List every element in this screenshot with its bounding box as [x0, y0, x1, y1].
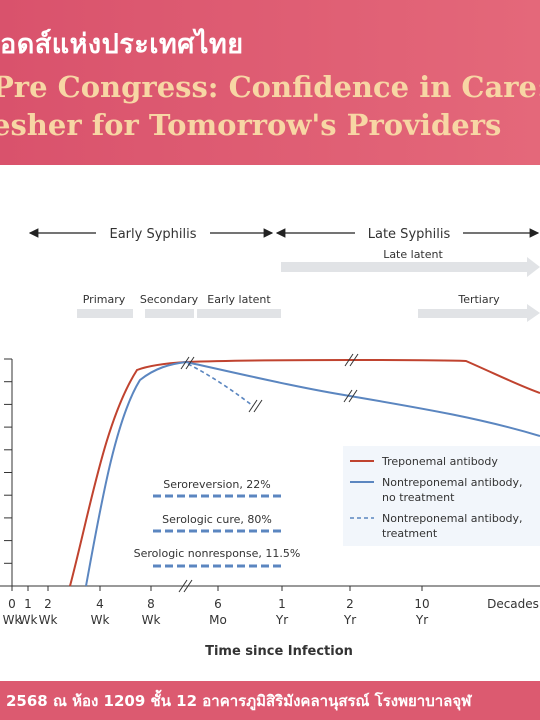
x-tick-label: 2 — [44, 597, 52, 611]
x-tick-unit-label: Wk — [142, 613, 161, 627]
x-tick-unit-label: Mo — [209, 613, 227, 627]
banner-title: อดส์แห่งประเทศไทย — [0, 29, 244, 60]
x-tick-unit-label: Yr — [343, 613, 356, 627]
x-axis-title: Time since Infection — [205, 644, 353, 659]
stage-header: Early Syphilis Late Syphilis — [28, 227, 540, 242]
header-banner: อดส์แห่งประเทศไทย Pre Congress: Confiden… — [0, 0, 540, 165]
footer-banner: 2568 ณ ห้อง 1209 ชั้น 12 อาคารภูมิสิริมั… — [0, 681, 540, 720]
x-tick-unit-label: Wk — [91, 613, 110, 627]
primary-label: Primary — [83, 293, 126, 306]
primary-bar — [77, 309, 133, 318]
stage-bars: Late latent Primary Secondary Early late… — [77, 248, 540, 322]
curve-break-marks — [180, 353, 359, 413]
annotation-serologic-cure: Serologic cure, 80% — [162, 513, 272, 526]
legend-label-nontreponemal-no-treatment-2: no treatment — [382, 491, 455, 504]
legend-label-nontreponemal-treatment-1: Nontreponemal antibody, — [382, 512, 523, 525]
series-nontreponemal-no-treatment — [85, 360, 540, 587]
early-syphilis-label: Early Syphilis — [109, 227, 196, 242]
secondary-label: Secondary — [140, 293, 199, 306]
chart-legend: Treponemal antibody Nontreponemal antibo… — [350, 455, 523, 540]
tertiary-arrowhead — [527, 304, 540, 322]
banner-subtitle-line-1: Pre Congress: Confidence in Care: — [0, 70, 540, 104]
y-axis-ticks — [4, 358, 12, 564]
late-latent-arrowhead — [527, 257, 540, 277]
legend-label-nontreponemal-treatment-2: treatment — [382, 527, 438, 540]
legend-label-nontreponemal-no-treatment-1: Nontreponemal antibody, — [382, 476, 523, 489]
late-syphilis-label: Late Syphilis — [368, 227, 451, 242]
x-tick-label: 1 — [24, 597, 32, 611]
legend-label-treponemal: Treponemal antibody — [381, 455, 498, 468]
x-axis-break — [178, 579, 193, 593]
tertiary-bar — [418, 309, 529, 318]
late-latent-label: Late latent — [383, 248, 443, 261]
x-tick-label: 0 — [8, 597, 16, 611]
tertiary-label: Tertiary — [457, 293, 500, 306]
early-latent-label: Early latent — [207, 293, 271, 306]
x-tick-unit-label: Wk — [3, 613, 22, 627]
x-tick-unit-label: Yr — [415, 613, 428, 627]
x-tick-unit-label: Yr — [275, 613, 288, 627]
x-tick-label: Decades — [487, 597, 539, 611]
x-tick-label: 6 — [214, 597, 222, 611]
x-tick-unit-label: Wk — [39, 613, 58, 627]
x-tick-label: 8 — [147, 597, 155, 611]
x-tick-label: 4 — [96, 597, 104, 611]
x-tick-label: 1 — [278, 597, 286, 611]
early-latent-bar — [197, 309, 281, 318]
x-tick-unit-label: Wk — [19, 613, 38, 627]
serology-annotations: Seroreversion, 22% Serologic cure, 80% S… — [134, 478, 301, 568]
banner-subtitle-line-2: esher for Tomorrow's Providers — [0, 108, 502, 142]
x-tick-label: 10 — [414, 597, 429, 611]
x-tick-label: 2 — [346, 597, 354, 611]
annotation-serologic-nonresponse: Serologic nonresponse, 11.5% — [134, 547, 301, 560]
series-treponemal-antibody — [69, 359, 540, 587]
late-latent-bar — [281, 262, 529, 272]
y-axis — [4, 358, 13, 586]
legend-background — [343, 446, 540, 546]
syphilis-serology-chart: Early Syphilis Late Syphilis Late latent… — [0, 227, 540, 659]
annotation-seroreversion: Seroreversion, 22% — [163, 478, 271, 491]
series-nontreponemal-treatment — [187, 363, 254, 407]
footer-text: 2568 ณ ห้อง 1209 ชั้น 12 อาคารภูมิสิริมั… — [6, 692, 472, 710]
secondary-bar — [145, 309, 194, 318]
